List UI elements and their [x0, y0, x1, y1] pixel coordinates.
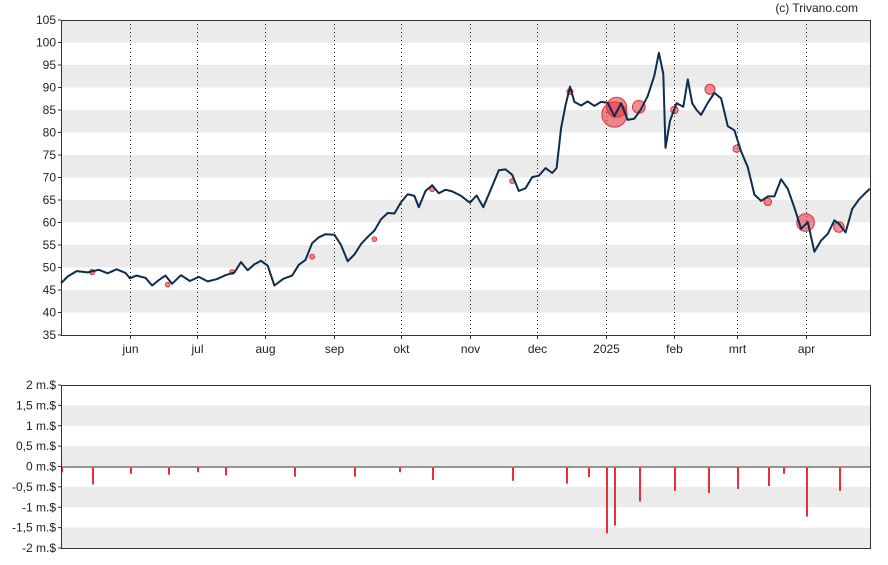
insider-trade-marker: [164, 281, 171, 288]
price-panel-month-gridlines: [130, 20, 807, 335]
insider-volume-bar: [432, 466, 434, 480]
month-label: nov: [461, 342, 480, 356]
insider-volume-bar: [225, 466, 227, 476]
volume-y-tick-label: 2 m.$: [26, 378, 56, 392]
credit-text: (c) Trivano.com: [775, 1, 858, 15]
price-y-tick-label: 95: [43, 58, 57, 72]
price-band: [61, 65, 870, 88]
volume-y-tick-label: 1,5 m.$: [16, 398, 56, 412]
volume-panel-bands: [61, 405, 870, 548]
insider-volume-bar: [588, 466, 590, 478]
price-panel-y-axis: 35 40 45 50 55 60 65 70 75 80 85 90 95 100 105: [36, 13, 61, 342]
insider-volume-bar: [783, 466, 785, 474]
volume-band: [61, 446, 870, 467]
price-y-tick-label: 85: [43, 103, 57, 117]
price-y-tick-label: 40: [43, 306, 57, 320]
month-label: mrt: [729, 342, 747, 356]
price-y-tick-label: 80: [43, 126, 57, 140]
price-y-tick-label: 35: [43, 328, 57, 342]
price-line: [60, 51, 871, 287]
price-y-tick-label: 90: [43, 81, 57, 95]
price-panel-x-axis: jun jul aug sep okt nov dec 2025 feb mrt apr: [121, 335, 815, 356]
month-label: sep: [325, 342, 345, 356]
volume-y-tick-label: 1 m.$: [26, 419, 56, 433]
insider-volume-bar: [674, 466, 676, 491]
price-y-tick-label: 55: [43, 238, 57, 252]
month-label: jul: [190, 342, 203, 356]
price-y-tick-label: 45: [43, 283, 57, 297]
price-band: [61, 110, 870, 133]
insider-volume-bar: [92, 466, 94, 485]
insider-volume-bar: [839, 466, 841, 491]
insider-volume-bar: [737, 466, 739, 489]
price-y-tick-label: 50: [43, 261, 57, 275]
price-y-tick-label: 75: [43, 148, 57, 162]
insider-volume-bar: [512, 466, 514, 481]
price-y-tick-label: 60: [43, 216, 57, 230]
price-band: [61, 200, 870, 223]
volume-y-tick-label: -1,5 m.$: [12, 521, 56, 535]
price-band: [61, 290, 870, 313]
insider-volume-bar: [399, 466, 401, 473]
price-panel-bands: [61, 20, 870, 313]
month-label: dec: [528, 342, 547, 356]
volume-y-tick-label: 0,5 m.$: [16, 439, 56, 453]
insider-volume-bar: [294, 466, 296, 477]
price-band: [61, 155, 870, 178]
insider-volume-bar: [606, 466, 608, 534]
insider-trade-marker: [309, 253, 316, 260]
volume-panel-y-axis: 2 m.$ 1,5 m.$ 1 m.$ 0,5 m.$ 0 m.$ -0,5 m.$ -1 …: [12, 378, 61, 555]
price-y-tick-label: 105: [36, 13, 56, 27]
insider-volume-bar: [566, 466, 568, 484]
insider-volume-bar: [614, 466, 616, 526]
price-y-tick-label: 65: [43, 193, 57, 207]
price-y-tick-label: 70: [43, 171, 57, 185]
volume-y-tick-label: -0,5 m.$: [12, 480, 56, 494]
month-label: 2025: [593, 342, 620, 356]
volume-panel-frame: [61, 385, 871, 549]
price-y-tick-label: 100: [36, 36, 56, 50]
volume-band: [61, 527, 870, 548]
insider-volume-bar: [806, 466, 808, 517]
volume-y-tick-label: -2 m.$: [22, 541, 56, 555]
insider-volume-bar: [168, 466, 170, 475]
insider-volume-bar: [197, 466, 199, 473]
insider-volume-bar: [708, 466, 710, 493]
insider-trade-marker: [704, 83, 716, 95]
month-label: okt: [393, 342, 410, 356]
insider-volume-bar: [639, 466, 641, 502]
insider-volume-bar: [130, 466, 132, 474]
volume-band: [61, 486, 870, 508]
month-label: apr: [798, 342, 815, 356]
insider-trade-marker: [833, 221, 845, 233]
month-label: feb: [666, 342, 683, 356]
insider-volume-bar: [354, 466, 356, 477]
price-panel-frame: [61, 20, 871, 336]
price-band: [61, 20, 870, 43]
insider-trade-marker: [763, 197, 773, 207]
month-label: jun: [121, 342, 138, 356]
insider-trade-markers: [89, 83, 845, 288]
month-label: aug: [255, 342, 275, 356]
volume-y-tick-label: -1 m.$: [22, 500, 56, 514]
volume-band: [61, 405, 870, 426]
price-band: [61, 245, 870, 268]
insider-volume-bar: [768, 466, 770, 487]
volume-y-tick-label: 0 m.$: [26, 460, 56, 474]
insider-trade-marker: [371, 236, 378, 242]
